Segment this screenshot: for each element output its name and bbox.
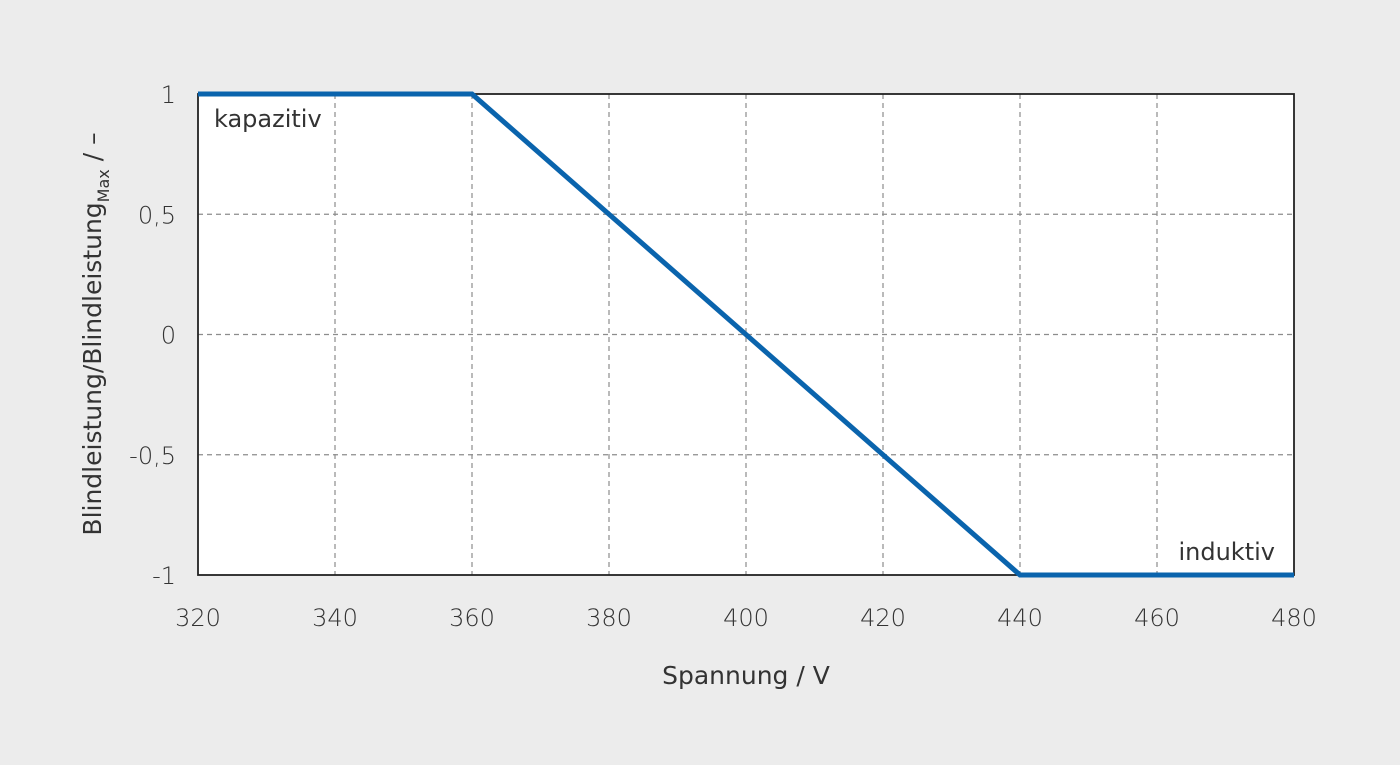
- series-line-0: [198, 91, 1294, 578]
- x-tick-label: 420: [860, 604, 906, 632]
- x-tick-label: 380: [586, 604, 632, 632]
- x-tick-label: 360: [449, 604, 495, 632]
- y-tick-label: 0,5: [138, 201, 176, 229]
- x-axis-title: Spannung / V: [662, 661, 830, 690]
- y-tick-label: -1: [152, 562, 176, 590]
- x-tick-label: 400: [723, 604, 769, 632]
- x-tick-label: 440: [997, 604, 1043, 632]
- y-axis-title-suffix: / –: [78, 132, 107, 169]
- y-tick-labels: 1 0,5 0 -0,5 -1: [129, 81, 176, 590]
- y-axis-title-main: Blindleistung/Blindleistung: [78, 202, 107, 535]
- x-tick-labels: 320 340 360 380 400 420 440 460 480: [175, 604, 1317, 632]
- x-tick-label: 320: [175, 604, 221, 632]
- annotation-kapazitiv: kapazitiv: [214, 105, 322, 133]
- y-tick-label: 0: [161, 322, 176, 350]
- series-layer: [198, 91, 1294, 578]
- y-tick-label: 1: [161, 81, 176, 109]
- plot-frame: [197, 93, 1295, 576]
- x-tick-label: 480: [1271, 604, 1317, 632]
- x-tick-label: 340: [312, 604, 358, 632]
- grid: [198, 94, 1294, 575]
- y-tick-label: -0,5: [129, 442, 176, 470]
- annotation-induktiv: induktiv: [1178, 538, 1275, 566]
- y-axis-title-subscript: Max: [94, 169, 113, 202]
- x-tick-label: 460: [1134, 604, 1180, 632]
- y-axis-title: Blindleistung/BlindleistungMax / –: [78, 132, 113, 535]
